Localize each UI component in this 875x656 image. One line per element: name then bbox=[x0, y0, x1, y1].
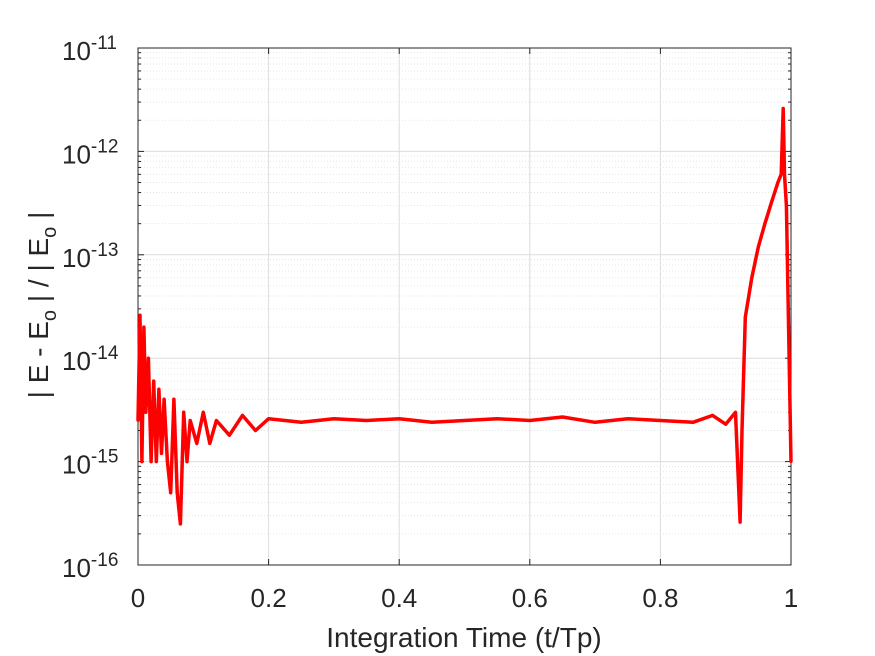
series-point bbox=[208, 441, 212, 445]
series-point bbox=[724, 422, 728, 426]
series-layer bbox=[136, 106, 793, 526]
series-point bbox=[783, 172, 786, 176]
series-point bbox=[784, 204, 788, 207]
series-point bbox=[397, 417, 401, 421]
x-tick-label: 1 bbox=[784, 583, 798, 613]
series-point bbox=[711, 413, 715, 417]
series-point bbox=[769, 201, 773, 205]
series-point bbox=[299, 420, 303, 424]
tick-marks bbox=[137, 47, 792, 566]
series-point bbox=[763, 222, 767, 226]
series-point bbox=[146, 356, 150, 360]
series-point bbox=[178, 522, 182, 526]
series-point bbox=[626, 417, 630, 421]
series-point bbox=[528, 419, 532, 422]
y-tick-labels: 10-16 10-15 10-14 10-13 10-12 10-11 bbox=[62, 33, 119, 583]
y-tick-label: 10-11 bbox=[62, 33, 117, 66]
series-point bbox=[750, 276, 754, 280]
series-point bbox=[142, 325, 146, 329]
series-point bbox=[743, 315, 747, 319]
series-point bbox=[776, 181, 780, 184]
y-axis-title: | E - Eo | / | Eo | bbox=[23, 212, 61, 399]
series-point bbox=[789, 460, 793, 464]
y-tick-label: 10-14 bbox=[62, 343, 119, 376]
series-point bbox=[157, 387, 161, 391]
series-point bbox=[561, 415, 564, 419]
series-point bbox=[227, 433, 231, 437]
series-point bbox=[779, 172, 783, 176]
series-point bbox=[691, 420, 695, 424]
series-point bbox=[365, 419, 368, 422]
y-tick-label: 10-12 bbox=[62, 136, 118, 169]
series-point bbox=[195, 441, 199, 445]
x-tick-labels: 0 0.2 0.4 0.6 0.8 1 bbox=[131, 583, 798, 613]
y-tick-label: 10-13 bbox=[62, 240, 118, 273]
series-point bbox=[786, 315, 790, 319]
x-tick-label: 0.4 bbox=[381, 583, 417, 613]
series-point bbox=[138, 313, 142, 317]
series-point bbox=[738, 520, 742, 524]
series-point bbox=[781, 107, 785, 110]
series-point bbox=[175, 491, 179, 495]
series-point bbox=[593, 420, 597, 424]
series-point bbox=[185, 460, 189, 464]
series-point bbox=[430, 420, 434, 424]
series-point bbox=[162, 397, 166, 401]
series-point bbox=[140, 460, 144, 464]
x-tick-label: 0.2 bbox=[251, 583, 287, 613]
series-line bbox=[136, 106, 793, 526]
series-point bbox=[734, 410, 737, 414]
series-point bbox=[152, 379, 156, 383]
x-tick-label: 0 bbox=[131, 583, 145, 613]
series-point bbox=[182, 410, 186, 414]
series-point bbox=[756, 245, 760, 249]
x-tick-label: 0.6 bbox=[512, 583, 548, 613]
y-tick-label: 10-15 bbox=[62, 447, 118, 480]
series-point bbox=[214, 419, 218, 422]
series-point bbox=[332, 417, 336, 421]
series-point bbox=[160, 451, 163, 455]
plot-area bbox=[137, 47, 792, 566]
series-point bbox=[463, 419, 466, 422]
series-point bbox=[149, 460, 153, 464]
series-point bbox=[254, 429, 257, 432]
series-point bbox=[169, 491, 173, 495]
x-axis-title: Integration Time (t/Tp) bbox=[326, 622, 601, 653]
series-point bbox=[154, 460, 158, 464]
series-point bbox=[241, 413, 244, 417]
series-point bbox=[165, 460, 169, 464]
x-tick-label: 0.8 bbox=[642, 583, 678, 613]
series-point bbox=[172, 397, 176, 401]
series-point bbox=[188, 419, 192, 422]
series-point bbox=[740, 429, 744, 432]
series-point bbox=[201, 410, 205, 414]
y-tick-label: 10-16 bbox=[62, 550, 118, 583]
grid bbox=[137, 47, 792, 566]
series-point bbox=[495, 417, 499, 421]
series-point bbox=[658, 419, 662, 422]
series-point bbox=[267, 417, 271, 421]
series-point bbox=[144, 410, 148, 414]
series-point bbox=[136, 419, 140, 422]
